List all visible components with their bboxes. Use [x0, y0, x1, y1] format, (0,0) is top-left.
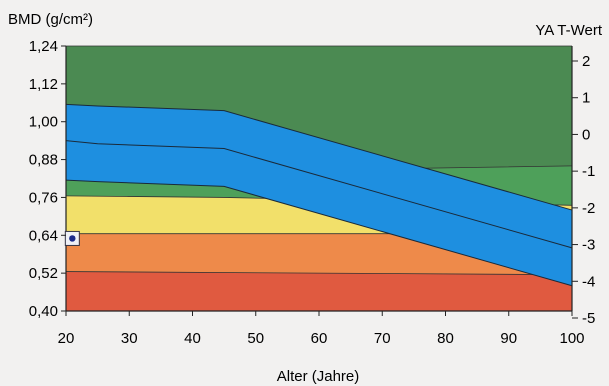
y2-tick-label: -4 — [582, 273, 595, 290]
x-tick-label: 100 — [559, 330, 584, 347]
y2-axis-ticks: -5 -4 -3 -2 -1 0 1 2 — [572, 53, 595, 327]
y-tick-label: 0,52 — [29, 265, 58, 282]
patient-marker — [69, 235, 76, 242]
reference-line-upper — [65, 103, 573, 211]
x-tick-label: 30 — [121, 330, 138, 347]
y2-tick-label: 2 — [582, 53, 590, 70]
x-tick-label: 60 — [311, 330, 328, 347]
x-axis-ticks: 20 30 40 50 60 70 80 90 100 — [58, 311, 585, 347]
y-tick-label: 1,12 — [29, 76, 58, 93]
y-axis-title: BMD (g/cm²) — [8, 11, 93, 28]
x-tick-label: 90 — [500, 330, 517, 347]
zone-red — [66, 271, 572, 311]
y-tick-label: 1,00 — [29, 114, 58, 131]
plot-area — [64, 45, 573, 312]
reference-line-middle — [65, 140, 573, 249]
x-tick-label: 80 — [437, 330, 454, 347]
y2-tick-label: -5 — [582, 310, 595, 327]
x-tick-label: 70 — [374, 330, 391, 347]
y2-tick-label: 1 — [582, 90, 590, 107]
x-tick-label: 50 — [247, 330, 264, 347]
x-tick-label: 20 — [58, 330, 75, 347]
y2-tick-label: -2 — [582, 200, 595, 217]
x-axis-title: Alter (Jahre) — [277, 368, 360, 385]
y2-tick-label: -1 — [582, 163, 595, 180]
y-axis-ticks: 0,40 0,52 0,64 0,76 0,88 1,00 1,12 1,24 — [29, 38, 66, 320]
reference-line-lower — [65, 179, 573, 287]
y-tick-label: 0,40 — [29, 303, 58, 320]
zone-boundary-red — [65, 271, 573, 276]
y2-tick-label: -3 — [582, 237, 595, 254]
y-tick-label: 0,64 — [29, 227, 58, 244]
y2-axis-title: YA T-Wert — [535, 22, 603, 39]
y-tick-label: 0,88 — [29, 152, 58, 169]
y2-tick-label: 0 — [582, 126, 590, 143]
x-tick-label: 40 — [184, 330, 201, 347]
reference-band — [66, 104, 572, 286]
y-tick-label: 0,76 — [29, 189, 58, 206]
y-tick-label: 1,24 — [29, 38, 58, 55]
